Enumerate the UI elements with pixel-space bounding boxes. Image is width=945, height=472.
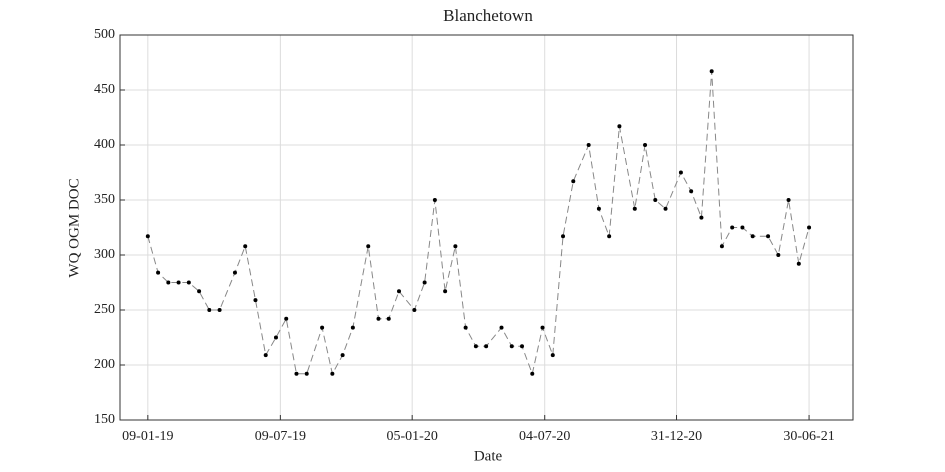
x-tick-label: 04-07-20	[519, 429, 570, 444]
data-point	[422, 280, 427, 285]
data-point	[453, 244, 458, 249]
x-axis-label: Date	[474, 448, 503, 464]
data-point	[243, 244, 248, 249]
data-point	[709, 69, 714, 74]
plot-frame	[119, 34, 854, 421]
data-point	[586, 143, 591, 147]
data-point	[678, 170, 683, 175]
data-point	[376, 316, 381, 321]
data-point	[807, 225, 812, 230]
data-point	[396, 289, 401, 294]
data-point	[776, 253, 781, 257]
data-point	[304, 371, 309, 376]
y-tick-label: 150	[94, 412, 115, 427]
data-point	[197, 289, 202, 294]
data-point	[207, 308, 212, 312]
x-tick-label: 30-06-21	[783, 429, 834, 444]
data-point	[540, 325, 545, 330]
data-point	[596, 206, 601, 211]
data-point	[484, 344, 489, 349]
data-point	[719, 244, 724, 249]
data-point	[520, 344, 525, 349]
data-point	[186, 280, 191, 285]
data-point	[145, 234, 150, 239]
data-point	[571, 179, 576, 184]
data-point	[320, 325, 325, 330]
data-point	[786, 198, 791, 202]
y-tick-label: 350	[94, 192, 115, 207]
data-point	[273, 335, 278, 340]
data-point	[284, 316, 289, 321]
data-point	[643, 143, 648, 147]
data-point	[653, 198, 658, 202]
data-point	[689, 189, 694, 194]
data-point	[730, 225, 735, 230]
data-point	[750, 234, 755, 239]
data-point	[499, 325, 504, 330]
data-point	[330, 371, 335, 376]
x-tick-label: 09-01-19	[122, 429, 173, 444]
data-point	[294, 371, 299, 376]
y-tick-label: 400	[94, 137, 115, 152]
y-axis-label: WQ OGM DOC	[66, 178, 82, 277]
data-point	[463, 325, 468, 330]
y-tick-label: 500	[94, 27, 115, 42]
data-point	[699, 215, 704, 220]
data-line	[147, 71, 810, 376]
data-point	[386, 316, 391, 321]
data-point	[217, 308, 222, 312]
y-tick-label: 450	[94, 82, 115, 97]
data-point	[561, 234, 566, 239]
data-point	[232, 270, 237, 275]
data-point	[156, 270, 161, 275]
data-point	[263, 353, 268, 358]
y-tick-label: 200	[94, 357, 115, 372]
x-tick-label: 09-07-19	[255, 429, 306, 444]
data-point	[176, 280, 181, 285]
data-point	[432, 198, 437, 202]
data-point	[632, 206, 637, 211]
data-point	[473, 344, 478, 349]
x-tick-label: 31-12-20	[651, 429, 702, 444]
data-point	[796, 261, 801, 266]
data-point	[509, 344, 514, 349]
data-point	[443, 289, 448, 294]
data-point	[253, 298, 258, 303]
data-point	[663, 206, 668, 211]
y-tick-label: 250	[94, 302, 115, 317]
data-point	[740, 225, 745, 230]
data-point	[412, 308, 417, 312]
data-point	[530, 371, 535, 376]
data-point	[166, 280, 171, 285]
y-tick-label: 300	[94, 247, 115, 262]
chart-title: Blanchetown	[443, 6, 533, 25]
data-point	[766, 234, 771, 239]
data-point	[350, 325, 355, 330]
data-point	[550, 353, 555, 358]
data-point	[340, 353, 345, 358]
x-tick-label: 05-01-20	[387, 429, 438, 444]
data-point	[607, 234, 612, 239]
data-point	[366, 244, 371, 249]
data-point	[617, 124, 622, 129]
